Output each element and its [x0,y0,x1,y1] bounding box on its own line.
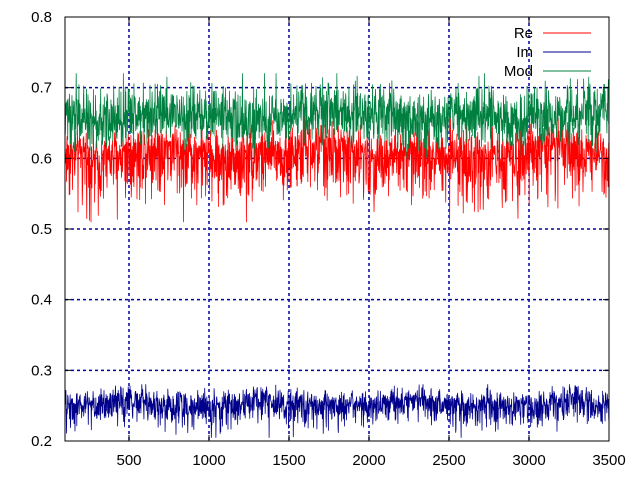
x-tick-label-1500: 1500 [272,452,305,469]
series-line-re [64,115,610,223]
legend-label-im: Im [516,44,533,61]
series-line-im [64,384,610,438]
y-tick-label-0.6: 0.6 [31,150,52,167]
y-tick-label-0.5: 0.5 [31,221,52,238]
y-tick-label-0.3: 0.3 [31,362,52,379]
x-tick-label-2500: 2500 [432,452,465,469]
y-tick-label-0.8: 0.8 [31,9,52,26]
x-tick-label-2000: 2000 [352,452,385,469]
x-tick-label-500: 500 [116,452,141,469]
x-tick-label-3000: 3000 [512,452,545,469]
legend: Re Im Mod [504,25,591,80]
x-tick-label-3500: 3500 [592,452,625,469]
x-tick-label-1000: 1000 [192,452,225,469]
y-tick-label-0.2: 0.2 [31,433,52,450]
y-tick-label-0.7: 0.7 [31,80,52,97]
y-tick-label-0.4: 0.4 [31,292,52,309]
series-layer [64,73,610,438]
legend-label-re: Re [514,25,533,42]
series-line-mod [64,73,610,159]
legend-label-mod: Mod [504,63,533,80]
tick-layer: 500 1000 1500 2000 2500 3000 3500 0.2 0.3 0.4 0.5 0… [31,9,626,469]
